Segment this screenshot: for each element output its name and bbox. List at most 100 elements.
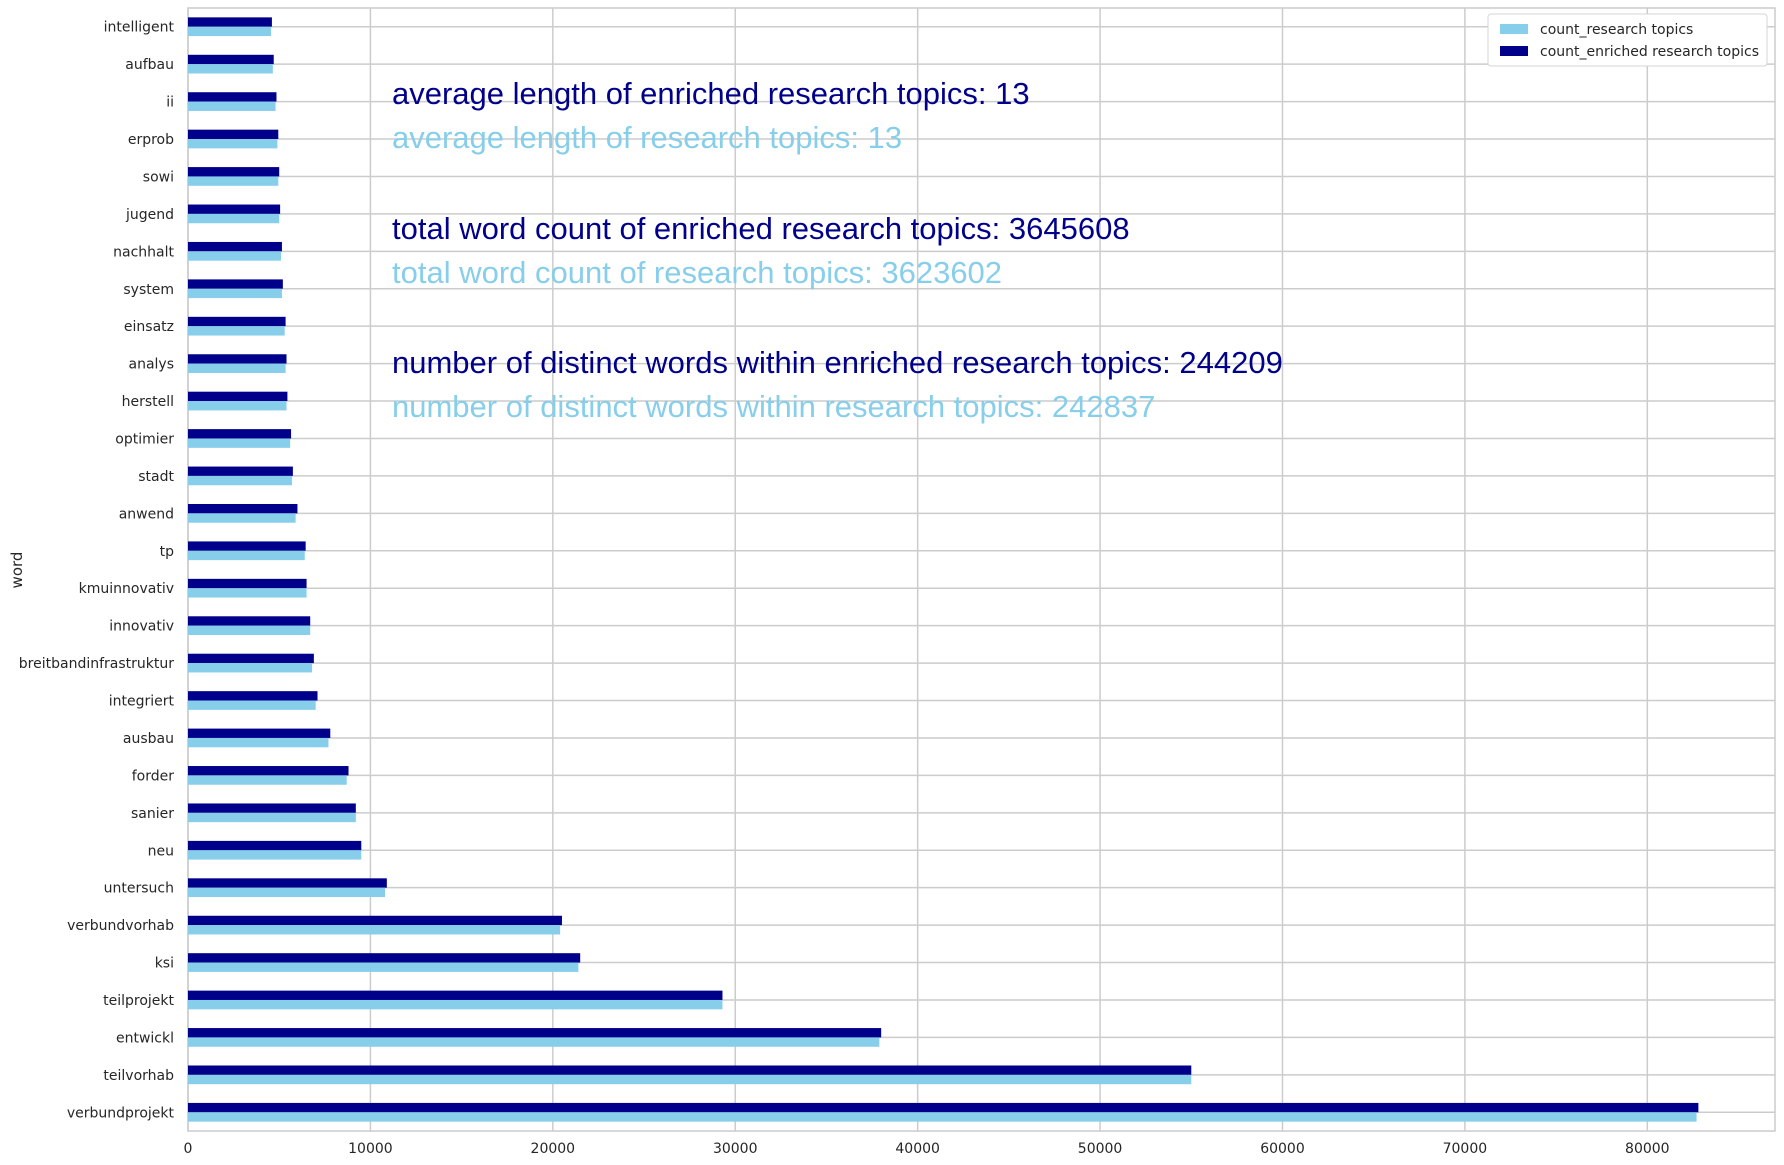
bar-enriched-research-topics [188,279,283,289]
y-tick-label: verbundprojekt [67,1105,175,1121]
legend-label: count_enriched research topics [1540,44,1759,60]
bar-enriched-research-topics [188,728,331,738]
y-tick-labels: verbundprojekt teilvorhab entwickl teilproj… [19,20,175,1122]
bar-research-topics [188,438,291,448]
bar-enriched-research-topics [188,92,277,102]
bar-enriched-research-topics [188,1028,882,1038]
bar-enriched-research-topics [188,878,387,888]
annotation-text: total word count of research topics: 362… [392,255,1002,290]
bar-enriched-research-topics [188,54,274,65]
x-tick-label: 30000 [713,1141,758,1157]
annotations: average length of enriched research topi… [392,76,1283,424]
x-tick-label: 70000 [1443,1141,1488,1157]
legend-box [1487,13,1768,67]
y-tick-label: untersuch [104,881,174,897]
bar-research-topics [188,588,307,598]
bar-research-topics [188,625,311,636]
y-axis-title: word [8,552,26,589]
bar-enriched-research-topics [188,766,349,776]
bar-research-topics [188,550,305,561]
plot-area-background [187,7,1776,1132]
bar-enriched-research-topics [188,803,356,813]
bar-research-topics [188,176,279,186]
bar-research-topics [188,363,286,373]
bar-research-topics [188,925,561,935]
bar-research-topics [188,1074,1192,1085]
bar-enriched-research-topics [188,316,286,327]
legend-swatch [1500,24,1528,34]
y-tick-label: ausbau [123,731,174,747]
bar-research-topics [188,962,579,972]
bar-research-topics [188,401,287,411]
bar-research-topics [188,26,271,37]
y-tick-label: ii [166,95,174,111]
bar-research-topics [188,887,386,898]
legend-swatch [1500,46,1528,56]
bar-research-topics [188,1037,880,1047]
y-tick-label: entwickl [116,1030,174,1046]
bar-research-topics [188,139,278,149]
y-tick-label: breitbandinfrastruktur [19,656,174,672]
y-tick-label: kmuinnovativ [79,581,174,597]
bar-enriched-research-topics [188,204,281,214]
y-tick-label: einsatz [124,319,174,335]
bar-research-topics [188,999,723,1010]
legend-label: count_research topics [1540,22,1693,38]
y-tick-label: analys [129,357,175,373]
x-tick-label: 40000 [895,1141,940,1157]
x-tick-label: 20000 [531,1141,576,1157]
bar-enriched-research-topics [188,167,280,177]
y-tick-label: neu [148,843,174,859]
bar-research-topics [188,326,285,336]
annotation-text: number of distinct words within research… [392,389,1155,424]
annotation-text: average length of research topics: 13 [392,120,902,155]
bar-enriched-research-topics [188,915,562,926]
y-tick-label: herstell [122,394,174,410]
y-tick-label: erprob [128,132,174,148]
bar-enriched-research-topics [188,429,292,439]
y-tick-label: anwend [119,506,174,522]
y-tick-label: tp [160,544,174,560]
y-tick-label: innovativ [109,619,174,635]
bar-enriched-research-topics [188,129,279,140]
x-tick-label: 0 [184,1141,193,1157]
y-tick-label: aufbau [125,57,174,73]
y-tick-label: integriert [109,694,175,710]
y-tick-label: system [123,282,174,298]
bar-research-topics [188,475,292,486]
y-tick-label: forder [132,768,175,784]
y-tick-label: ksi [155,956,174,972]
y-tick-label: verbundvorhab [67,918,174,934]
bar-enriched-research-topics [188,840,362,851]
y-tick-label: teilvorhab [103,1068,174,1084]
y-tick-label: sowi [143,169,174,185]
legend: count_research topics count_enriched rese… [1487,13,1768,67]
bar-research-topics [188,737,329,748]
y-tick-label: sanier [131,806,174,822]
annotation-text: total word count of enriched research to… [392,211,1130,246]
bar-enriched-research-topics [188,354,287,364]
bar-enriched-research-topics [188,503,298,514]
bar-enriched-research-topics [188,990,723,1000]
x-tick-labels: 0 10000 20000 30000 40000 50000 60000 70000 8000… [184,1141,1670,1157]
bar-enriched-research-topics [188,578,307,589]
y-tick-label: stadt [138,469,174,485]
annotation-text: number of distinct words within enriched… [392,345,1283,380]
y-tick-label: nachhalt [113,244,174,260]
bar-research-topics [188,812,356,823]
bar-research-topics [188,1112,1697,1122]
y-tick-label: intelligent [104,20,175,36]
bar-enriched-research-topics [188,616,311,626]
bar-enriched-research-topics [188,17,272,27]
bar-research-topics [188,251,282,261]
bar-enriched-research-topics [188,541,306,551]
bar-research-topics [188,700,316,710]
bars [188,17,1699,1122]
bar-research-topics [188,663,313,673]
bar-research-topics [188,850,362,860]
bar-enriched-research-topics [188,1065,1192,1075]
y-tick-label: optimier [115,431,174,447]
bar-enriched-research-topics [188,391,288,402]
bar-research-topics [188,64,273,74]
